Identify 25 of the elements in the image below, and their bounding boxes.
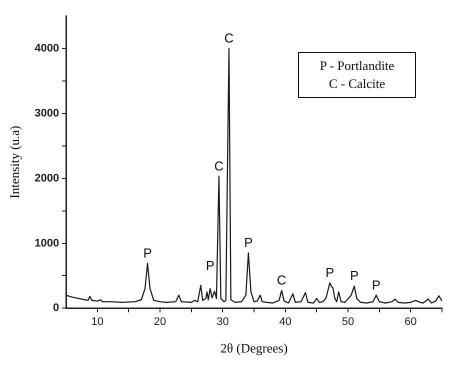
annotation: P - Portlandite <box>318 57 396 75</box>
annotation: C - Calcite <box>328 75 386 93</box>
y-tick-label: 0 <box>52 302 60 314</box>
x-tick-label: 20 <box>154 316 166 328</box>
x-tick-label: 60 <box>404 316 417 328</box>
x-tick-label: 40 <box>279 316 292 328</box>
y-axis-title: Intensity (u.a) <box>7 126 22 199</box>
y-tick-label: 3000 <box>34 107 60 120</box>
annotation: P <box>326 264 334 280</box>
x-tick-label: 50 <box>342 316 354 328</box>
annotation: C <box>224 30 234 46</box>
annotation: C <box>276 272 286 288</box>
annotation: C <box>214 158 224 174</box>
y-tick-label: 4000 <box>34 42 60 54</box>
x-tick-label: 10 <box>91 316 104 328</box>
annotation: P <box>350 268 359 284</box>
y-tick-label: 1000 <box>34 237 60 250</box>
x-tick-label: 30 <box>216 316 229 328</box>
y-tick-label: 2000 <box>34 172 60 184</box>
key-box: P - Portlandite C - Calcite <box>298 52 416 98</box>
annotation: P <box>244 235 253 250</box>
x-axis-title: 2θ (Degrees) <box>220 340 288 356</box>
annotation: P <box>143 245 152 260</box>
annotation: P <box>206 258 215 273</box>
annotation: P <box>372 277 381 292</box>
